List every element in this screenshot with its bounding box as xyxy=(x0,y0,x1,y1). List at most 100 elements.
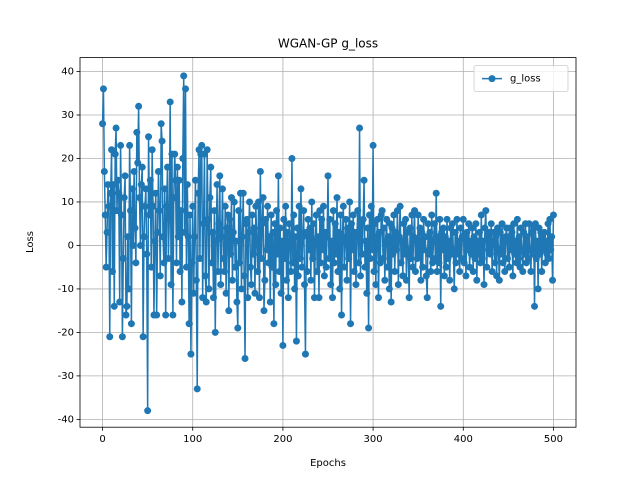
data-point xyxy=(492,233,500,241)
y-tick-label: 10 xyxy=(61,197,74,208)
data-point xyxy=(130,168,138,176)
data-point xyxy=(281,254,289,262)
data-point xyxy=(404,246,412,254)
data-point xyxy=(218,185,226,193)
data-point xyxy=(135,102,143,110)
data-point xyxy=(102,263,110,271)
data-point xyxy=(136,194,144,202)
data-point xyxy=(201,272,209,280)
data-point xyxy=(192,276,200,284)
x-axis-label: Epochs xyxy=(310,458,346,469)
data-point xyxy=(300,207,308,215)
data-point xyxy=(131,224,139,232)
data-point xyxy=(191,233,199,241)
data-point xyxy=(356,272,364,280)
data-point xyxy=(120,194,128,202)
data-point xyxy=(139,333,147,341)
data-point xyxy=(478,254,486,262)
data-point xyxy=(361,263,369,271)
data-point xyxy=(439,246,447,254)
data-point xyxy=(157,120,165,128)
data-point xyxy=(283,228,291,236)
data-point xyxy=(347,320,355,328)
data-point xyxy=(402,276,410,284)
data-point xyxy=(107,189,115,197)
data-point xyxy=(352,281,360,289)
data-point xyxy=(290,211,298,219)
data-point xyxy=(362,237,370,245)
data-point xyxy=(325,254,333,262)
data-point xyxy=(307,276,315,284)
legend-label: g_loss xyxy=(510,74,541,85)
data-point xyxy=(304,215,312,223)
data-point xyxy=(117,211,125,219)
y-tick-label: -20 xyxy=(58,327,74,338)
data-point xyxy=(129,241,137,249)
data-point xyxy=(128,185,136,193)
data-point xyxy=(547,246,555,254)
data-point xyxy=(359,215,367,223)
data-point xyxy=(268,263,276,271)
data-point xyxy=(140,233,148,241)
data-point xyxy=(255,198,263,206)
data-point xyxy=(385,285,393,293)
data-point xyxy=(275,268,283,276)
data-point xyxy=(411,268,419,276)
data-point xyxy=(100,168,108,176)
data-point xyxy=(280,215,288,223)
data-point xyxy=(301,281,309,289)
plot-frame xyxy=(79,57,577,428)
data-point xyxy=(259,194,267,202)
data-point xyxy=(331,220,339,228)
data-point xyxy=(184,233,192,241)
data-point xyxy=(448,220,456,228)
data-point xyxy=(347,220,355,228)
data-point xyxy=(378,207,386,215)
data-point xyxy=(277,289,285,297)
data-point xyxy=(305,246,313,254)
data-point xyxy=(208,259,216,267)
data-point xyxy=(213,181,221,189)
data-point xyxy=(108,268,116,276)
data-point xyxy=(171,150,179,158)
data-point xyxy=(456,268,464,276)
data-point xyxy=(501,268,509,276)
data-point xyxy=(227,250,235,258)
data-point xyxy=(202,298,210,306)
data-point xyxy=(148,146,156,154)
y-tick-label: -10 xyxy=(58,284,74,295)
data-point xyxy=(146,176,154,184)
data-point xyxy=(446,276,454,284)
data-point xyxy=(289,259,297,267)
data-point xyxy=(238,233,246,241)
data-point xyxy=(230,198,238,206)
data-point xyxy=(170,194,178,202)
data-point xyxy=(117,141,125,149)
data-point xyxy=(414,211,422,219)
data-point xyxy=(182,263,190,271)
data-point xyxy=(185,320,193,328)
data-point xyxy=(349,211,357,219)
data-point xyxy=(263,246,271,254)
data-point xyxy=(451,228,459,236)
data-point xyxy=(457,224,465,232)
data-point xyxy=(236,259,244,267)
data-point xyxy=(425,250,433,258)
data-point xyxy=(327,281,335,289)
data-point xyxy=(496,228,504,236)
data-point xyxy=(339,202,347,210)
data-point xyxy=(319,202,327,210)
data-point xyxy=(163,202,171,210)
data-point xyxy=(241,354,249,362)
y-tick-label: -40 xyxy=(58,414,74,425)
data-point xyxy=(346,198,354,206)
data-point xyxy=(191,176,199,184)
data-point xyxy=(240,272,248,280)
data-point xyxy=(360,176,368,184)
data-point xyxy=(356,124,364,132)
data-point xyxy=(109,181,117,189)
data-point xyxy=(124,233,132,241)
data-point xyxy=(172,259,180,267)
data-point xyxy=(188,259,196,267)
